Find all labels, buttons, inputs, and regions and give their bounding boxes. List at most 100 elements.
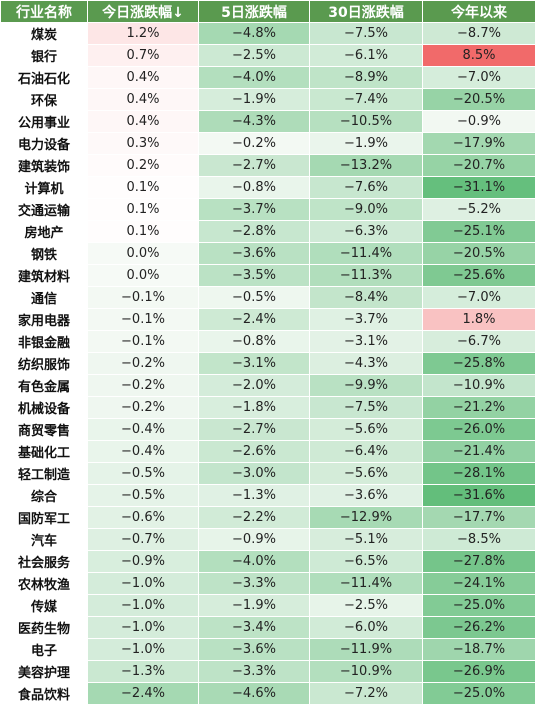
30day-change-cell: −13.2%	[309, 154, 423, 177]
today-change-cell: −0.5%	[87, 462, 199, 485]
industry-name-cell: 汽车	[0, 528, 88, 551]
30day-change-cell: −5.6%	[309, 418, 423, 441]
5day-change-cell: −0.8%	[198, 330, 310, 353]
table-row: 环保 0.4% −1.9% −7.4% −20.5%	[0, 88, 535, 111]
header-today-change[interactable]: 今日涨跌幅↓	[87, 0, 199, 23]
5day-change-cell: −0.2%	[198, 132, 310, 155]
industry-name-cell: 机械设备	[0, 396, 88, 419]
today-change-cell: −0.5%	[87, 484, 199, 507]
ytd-change-cell: −31.1%	[422, 176, 535, 199]
30day-change-cell: −6.0%	[309, 616, 423, 639]
30day-change-cell: −7.2%	[309, 682, 423, 705]
industry-name-cell: 非银金融	[0, 330, 88, 353]
5day-change-cell: −3.3%	[198, 660, 310, 683]
5day-change-cell: −3.6%	[198, 638, 310, 661]
today-change-cell: 0.0%	[87, 264, 199, 287]
5day-change-cell: −1.8%	[198, 396, 310, 419]
30day-change-cell: −6.3%	[309, 220, 423, 243]
5day-change-cell: −3.3%	[198, 572, 310, 595]
ytd-change-cell: −0.9%	[422, 110, 535, 133]
ytd-change-cell: 8.5%	[422, 44, 535, 67]
30day-change-cell: −8.4%	[309, 286, 423, 309]
industry-name-cell: 通信	[0, 286, 88, 309]
5day-change-cell: −1.9%	[198, 88, 310, 111]
ytd-change-cell: −31.6%	[422, 484, 535, 507]
today-change-cell: 0.1%	[87, 176, 199, 199]
header-30day-change[interactable]: 30日涨跌幅	[309, 0, 423, 23]
industry-name-cell: 银行	[0, 44, 88, 67]
industry-name-cell: 综合	[0, 484, 88, 507]
30day-change-cell: −11.4%	[309, 572, 423, 595]
ytd-change-cell: −24.1%	[422, 572, 535, 595]
5day-change-cell: −2.7%	[198, 418, 310, 441]
table-row: 美容护理 −1.3% −3.3% −10.9% −26.9%	[0, 660, 535, 683]
header-ytd-change[interactable]: 今年以来	[422, 0, 535, 23]
table-row: 煤炭 1.2% −4.8% −7.5% −8.7%	[0, 22, 535, 45]
30day-change-cell: −11.9%	[309, 638, 423, 661]
industry-name-cell: 有色金属	[0, 374, 88, 397]
table-row: 通信 −0.1% −0.5% −8.4% −7.0%	[0, 286, 535, 309]
30day-change-cell: −7.5%	[309, 22, 423, 45]
header-5day-change[interactable]: 5日涨跌幅	[198, 0, 310, 23]
industry-name-cell: 轻工制造	[0, 462, 88, 485]
industry-name-cell: 食品饮料	[0, 682, 88, 705]
ytd-change-cell: −25.0%	[422, 594, 535, 617]
table-row: 石油石化 0.4% −4.0% −8.9% −7.0%	[0, 66, 535, 89]
industry-name-cell: 煤炭	[0, 22, 88, 45]
industry-name-cell: 房地产	[0, 220, 88, 243]
industry-name-cell: 医药生物	[0, 616, 88, 639]
30day-change-cell: −4.3%	[309, 352, 423, 375]
5day-change-cell: −3.7%	[198, 198, 310, 221]
today-change-cell: 0.4%	[87, 88, 199, 111]
industry-name-cell: 公用事业	[0, 110, 88, 133]
ytd-change-cell: −20.5%	[422, 242, 535, 265]
30day-change-cell: −6.5%	[309, 550, 423, 573]
table-row: 农林牧渔 −1.0% −3.3% −11.4% −24.1%	[0, 572, 535, 595]
today-change-cell: 0.2%	[87, 154, 199, 177]
table-row: 家用电器 −0.1% −2.4% −3.7% 1.8%	[0, 308, 535, 331]
5day-change-cell: −2.2%	[198, 506, 310, 529]
5day-change-cell: −1.9%	[198, 594, 310, 617]
industry-name-cell: 建筑材料	[0, 264, 88, 287]
5day-change-cell: −3.0%	[198, 462, 310, 485]
table-row: 房地产 0.1% −2.8% −6.3% −25.1%	[0, 220, 535, 243]
today-change-cell: −0.2%	[87, 352, 199, 375]
5day-change-cell: −2.5%	[198, 44, 310, 67]
ytd-change-cell: −26.2%	[422, 616, 535, 639]
30day-change-cell: −5.6%	[309, 462, 423, 485]
header-industry-name[interactable]: 行业名称	[0, 0, 88, 23]
today-change-cell: 0.4%	[87, 110, 199, 133]
header-row: 行业名称 今日涨跌幅↓ 5日涨跌幅 30日涨跌幅 今年以来	[0, 0, 535, 23]
table-row: 建筑装饰 0.2% −2.7% −13.2% −20.7%	[0, 154, 535, 177]
ytd-change-cell: −25.6%	[422, 264, 535, 287]
industry-name-cell: 计算机	[0, 176, 88, 199]
ytd-change-cell: −18.7%	[422, 638, 535, 661]
table-row: 食品饮料 −2.4% −4.6% −7.2% −25.0%	[0, 682, 535, 705]
today-change-cell: −2.4%	[87, 682, 199, 705]
5day-change-cell: −4.3%	[198, 110, 310, 133]
ytd-change-cell: −6.7%	[422, 330, 535, 353]
industry-name-cell: 美容护理	[0, 660, 88, 683]
ytd-change-cell: −28.1%	[422, 462, 535, 485]
table-row: 公用事业 0.4% −4.3% −10.5% −0.9%	[0, 110, 535, 133]
industry-name-cell: 传媒	[0, 594, 88, 617]
ytd-change-cell: −25.0%	[422, 682, 535, 705]
table-row: 国防军工 −0.6% −2.2% −12.9% −17.7%	[0, 506, 535, 529]
30day-change-cell: −6.1%	[309, 44, 423, 67]
table-row: 电子 −1.0% −3.6% −11.9% −18.7%	[0, 638, 535, 661]
30day-change-cell: −11.3%	[309, 264, 423, 287]
today-change-cell: −1.0%	[87, 594, 199, 617]
today-change-cell: −0.6%	[87, 506, 199, 529]
table-row: 有色金属 −0.2% −2.0% −9.9% −10.9%	[0, 374, 535, 397]
ytd-change-cell: 1.8%	[422, 308, 535, 331]
5day-change-cell: −2.8%	[198, 220, 310, 243]
today-change-cell: 0.1%	[87, 198, 199, 221]
ytd-change-cell: −27.8%	[422, 550, 535, 573]
30day-change-cell: −3.1%	[309, 330, 423, 353]
30day-change-cell: −11.4%	[309, 242, 423, 265]
industry-name-cell: 纺织服饰	[0, 352, 88, 375]
table-row: 医药生物 −1.0% −3.4% −6.0% −26.2%	[0, 616, 535, 639]
5day-change-cell: −0.5%	[198, 286, 310, 309]
ytd-change-cell: −25.8%	[422, 352, 535, 375]
table-row: 综合 −0.5% −1.3% −3.6% −31.6%	[0, 484, 535, 507]
